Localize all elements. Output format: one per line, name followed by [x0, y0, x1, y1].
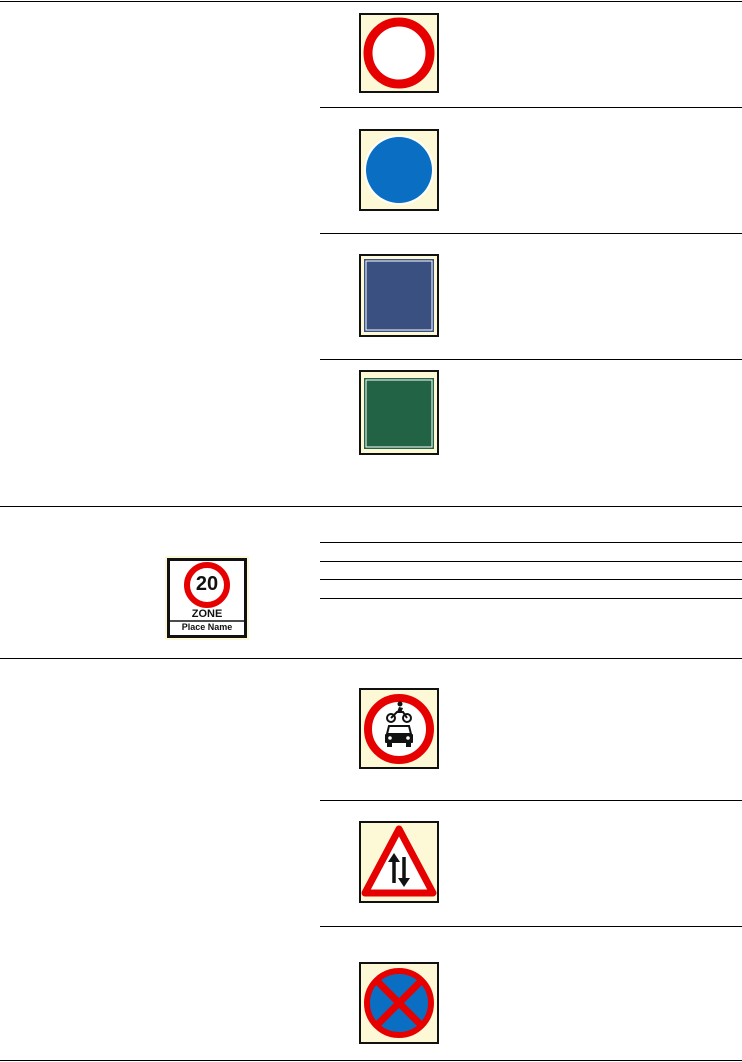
blue-rectangle-icon	[364, 259, 434, 332]
green-rectangle-icon	[364, 378, 434, 449]
two-way-traffic-warning-sign	[359, 821, 439, 903]
section-divider	[0, 506, 742, 507]
speed-limit-value: 20	[195, 573, 219, 595]
two-way-traffic-triangle-icon	[361, 825, 437, 897]
zone-label: ZONE	[191, 608, 223, 620]
row-divider	[320, 359, 742, 360]
blue-circle-icon	[364, 135, 434, 205]
table-line	[320, 561, 742, 562]
motorcycle-car-prohibited-icon	[364, 694, 434, 764]
red-ring-icon	[363, 17, 435, 89]
row-divider	[320, 107, 742, 108]
table-line	[320, 598, 742, 599]
table-line	[320, 579, 742, 580]
speed-limit-ring-icon	[170, 562, 244, 622]
20-zone-sign: 20 ZONE Place Name	[165, 556, 249, 640]
no-motor-vehicles-sign	[359, 688, 439, 769]
section-divider	[0, 658, 742, 659]
place-name-label: Place Name	[181, 622, 233, 632]
blue-circle-mandatory-sign	[359, 129, 439, 211]
red-ring-prohibition-sign	[359, 13, 439, 93]
green-rectangle-primary-route-sign	[359, 370, 439, 455]
blue-rectangle-direction-sign	[359, 254, 439, 337]
row-divider	[320, 926, 742, 927]
table-line	[320, 542, 742, 543]
top-border	[0, 1, 742, 2]
bottom-border	[0, 1060, 742, 1061]
blue-red-cross-icon	[364, 968, 434, 1038]
no-stopping-clearway-sign	[359, 962, 439, 1044]
row-divider	[320, 800, 742, 801]
row-divider	[320, 233, 742, 234]
